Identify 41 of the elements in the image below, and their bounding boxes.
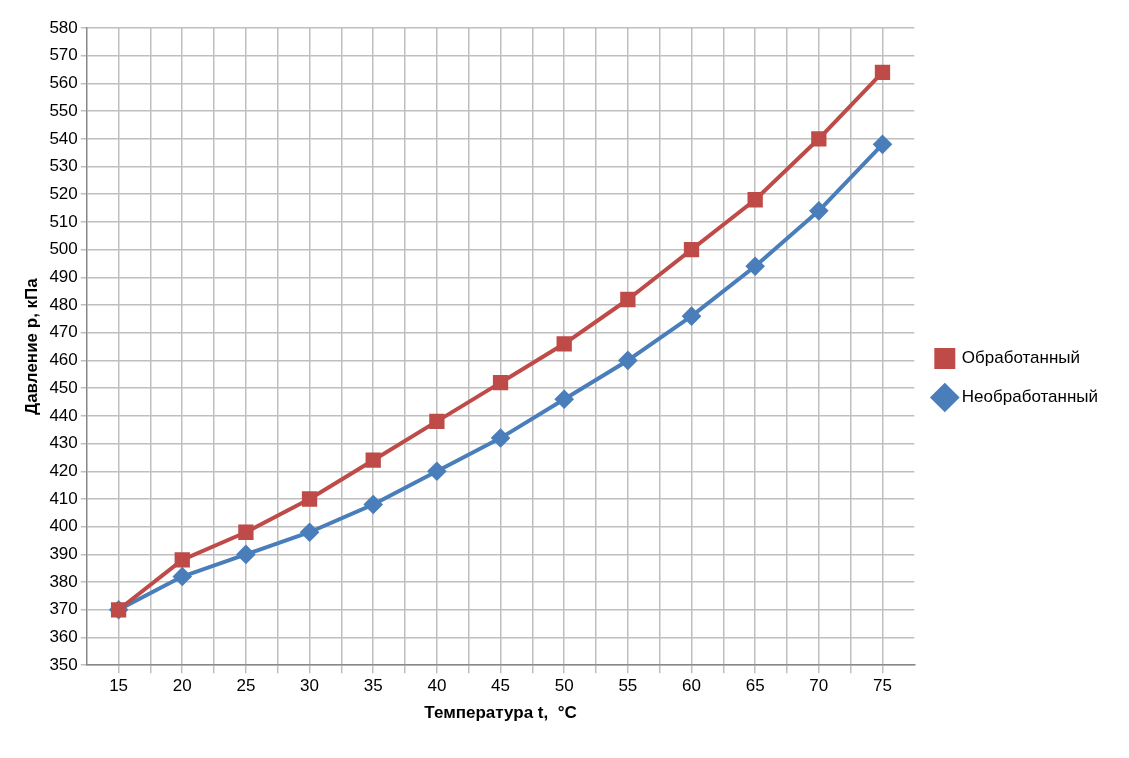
- legend-label: Обработанный: [961, 348, 1081, 368]
- x-tick-label: 55: [618, 676, 638, 696]
- y-tick-label: 390: [49, 544, 78, 564]
- x-tick-label: 70: [809, 676, 829, 696]
- y-tick-label: 370: [49, 599, 78, 619]
- x-tick-label: 75: [873, 676, 892, 696]
- y-tick-label: 490: [49, 267, 78, 287]
- y-tick-label: 440: [49, 405, 78, 425]
- y-tick-label: 480: [49, 294, 78, 314]
- x-tick-label: 40: [427, 676, 447, 696]
- x-tick-label: 45: [491, 676, 510, 696]
- x-tick-label: 35: [363, 676, 383, 696]
- y-tick-label: 500: [49, 239, 78, 259]
- legend-label: Необработанный: [961, 387, 1099, 407]
- x-tick-label: 50: [554, 676, 574, 696]
- y-tick-label: 380: [49, 571, 78, 591]
- y-tick-label: 350: [49, 654, 78, 674]
- y-tick-label: 570: [49, 45, 78, 65]
- x-tick-label: 65: [745, 676, 765, 696]
- y-axis-title: Давление p, кПа: [21, 277, 41, 415]
- y-tick-label: 560: [49, 73, 78, 93]
- y-tick-label: 410: [49, 488, 78, 508]
- x-axis-title: Температура t, °C: [424, 703, 577, 723]
- y-tick-label: 470: [49, 322, 78, 342]
- x-tick-label: 25: [236, 676, 256, 696]
- y-tick-label: 540: [49, 128, 78, 148]
- y-tick-label: 530: [49, 156, 78, 176]
- x-tick-label: 15: [109, 676, 129, 696]
- y-tick-label: 580: [49, 17, 78, 37]
- y-tick-label: 460: [49, 350, 78, 370]
- x-tick-label: 60: [682, 676, 701, 696]
- y-tick-label: 450: [49, 377, 78, 397]
- y-tick-label: 420: [49, 460, 78, 480]
- y-tick-label: 510: [49, 211, 78, 231]
- y-tick-label: 360: [49, 627, 78, 647]
- x-tick-label: 20: [172, 676, 192, 696]
- y-tick-label: 400: [49, 516, 78, 536]
- y-tick-label: 430: [49, 433, 78, 453]
- x-tick-label: 30: [300, 676, 320, 696]
- y-tick-label: 520: [49, 183, 78, 203]
- y-tick-label: 550: [49, 100, 78, 120]
